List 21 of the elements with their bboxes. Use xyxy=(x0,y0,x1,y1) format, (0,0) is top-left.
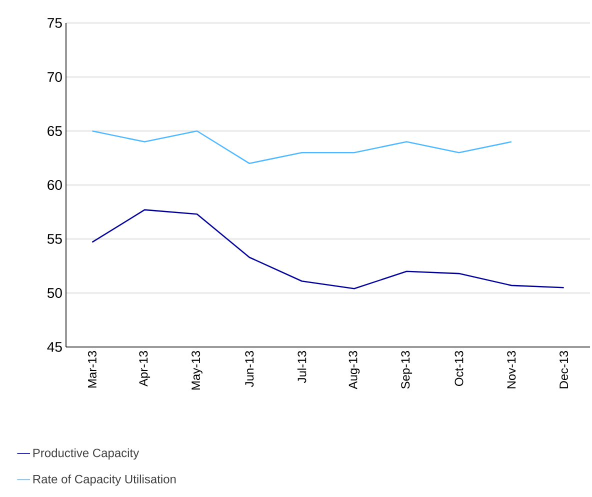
x-tick-label: Jun-13 xyxy=(245,351,254,388)
y-tick-label: 70 xyxy=(48,72,62,82)
y-tick-label: 50 xyxy=(47,288,62,298)
line-series xyxy=(92,130,512,164)
x-tick-label: Mar-13 xyxy=(88,351,96,388)
legend-label: Productive Capacity xyxy=(33,448,140,460)
x-tick-label: Sep-13 xyxy=(401,351,412,389)
x-tick-label: May-13 xyxy=(192,351,202,390)
y-tick-label: 45 xyxy=(47,342,62,352)
x-tick-label: Nov-13 xyxy=(507,351,516,388)
x-tick-label: Apr-13 xyxy=(139,351,150,387)
y-tick-label: 60 xyxy=(48,180,62,190)
y-tick-label: 75 xyxy=(48,18,62,28)
y-tick-label: 65 xyxy=(48,126,62,136)
x-tick-label: Oct-13 xyxy=(454,351,464,386)
x-tick-label: Dec-13 xyxy=(560,351,568,388)
x-tick-label: Aug-13 xyxy=(348,351,360,390)
y-tick-label: 55 xyxy=(47,234,62,244)
legend-label: Rate of Capacity Utilisation xyxy=(33,474,176,486)
line-series xyxy=(92,209,564,290)
x-tick-label: Jul-13 xyxy=(297,351,306,384)
